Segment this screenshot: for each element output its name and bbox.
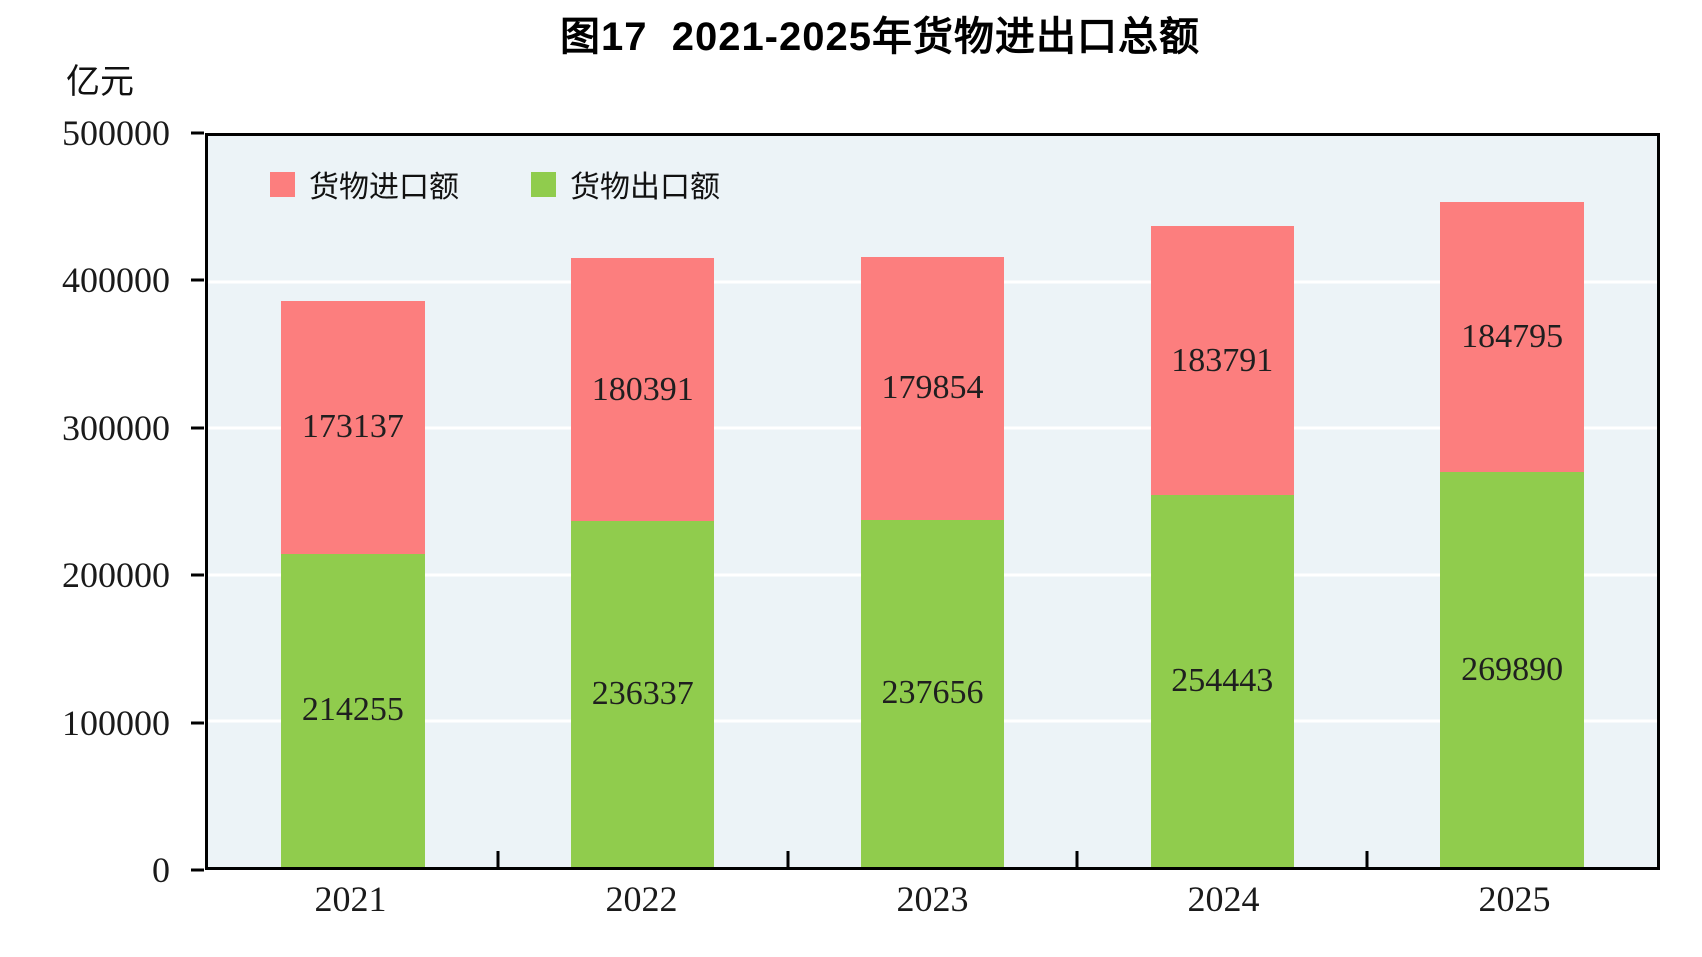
bar-segment: 214255 <box>281 553 425 867</box>
y-tick-mark <box>191 868 204 872</box>
bars-container: 173137 214255 180391 236337 179854 237656 1837… <box>208 136 1657 867</box>
y-tick-mark <box>191 573 204 577</box>
legend-label: 货物进口额 <box>309 171 459 204</box>
y-tick-label: 300000 <box>62 407 170 448</box>
legend-swatch <box>531 171 556 197</box>
category-2024: 183791 254443 <box>1077 136 1367 867</box>
category-2025: 184795 269890 <box>1367 136 1657 867</box>
y-axis-unit-label: 亿元 <box>66 63 134 101</box>
y-axis: 0 100000 200000 300000 400000 500000 <box>0 113 205 890</box>
x-tick-mark <box>786 851 790 867</box>
bar-segment: 180391 <box>570 257 715 522</box>
x-axis-labels: 2021 2022 2023 2024 2025 <box>205 878 1660 920</box>
y-tick-label: 500000 <box>62 113 170 153</box>
bar-value-label: 184795 <box>1461 318 1564 356</box>
bar-segment: 269890 <box>1440 472 1584 867</box>
bar-value-label: 173137 <box>301 408 404 446</box>
bar-segment: 179854 <box>860 256 1005 520</box>
y-tick-mark <box>191 278 204 282</box>
stacked-bar-2023: 179854 237656 <box>860 136 1005 867</box>
x-tick-mark <box>496 851 500 867</box>
bar-value-label: 237656 <box>881 674 984 712</box>
bar-segment: 184795 <box>1440 202 1584 473</box>
x-tick-label: 2025 <box>1478 879 1551 919</box>
x-tick-label: 2022 <box>605 879 678 919</box>
stacked-bar-2025: 184795 269890 <box>1440 136 1584 867</box>
y-tick-mark <box>191 131 204 135</box>
bar-value-label: 269890 <box>1461 650 1564 688</box>
category-2021: 173137 214255 <box>208 136 498 867</box>
bar-segment: 236337 <box>570 521 715 867</box>
y-tick-label: 100000 <box>62 702 170 743</box>
y-tick-label: 200000 <box>62 555 170 596</box>
bar-value-label: 179854 <box>881 369 984 407</box>
x-tick-label: 2024 <box>1187 879 1260 919</box>
legend-item: 货物进口额 <box>270 162 459 206</box>
bar-value-label: 214255 <box>301 691 404 729</box>
legend: 货物进口额 货物出口额 <box>270 162 720 206</box>
bar-value-label: 180391 <box>591 370 694 408</box>
category-2023: 179854 237656 <box>788 136 1078 867</box>
chart-title: 图17 2021-2025年货物进出口总额 <box>559 15 1200 59</box>
y-tick-label: 400000 <box>62 260 170 301</box>
bar-segment: 237656 <box>860 519 1005 867</box>
y-tick-mark <box>191 721 204 725</box>
x-tick-label: 2023 <box>896 879 969 919</box>
legend-item: 货物出口额 <box>531 162 720 206</box>
stacked-bar-2021: 173137 214255 <box>281 136 425 867</box>
bar-value-label: 254443 <box>1171 662 1274 699</box>
legend-swatch <box>270 171 295 197</box>
bar-segment: 254443 <box>1150 495 1294 867</box>
bar-value-label: 183791 <box>1171 341 1274 379</box>
y-tick-label: 0 <box>152 850 170 890</box>
plot-area: 173137 214255 180391 236337 179854 237656 1837… <box>205 133 1660 870</box>
legend-label: 货物出口额 <box>570 171 720 204</box>
bar-segment: 173137 <box>281 300 425 554</box>
x-tick-mark <box>1365 851 1369 867</box>
bar-value-label: 236337 <box>591 675 694 713</box>
x-tick-label: 2021 <box>314 879 387 919</box>
x-tick-mark <box>1075 851 1079 867</box>
y-tick-mark <box>191 426 204 430</box>
category-2022: 180391 236337 <box>498 136 788 867</box>
stacked-bar-2022: 180391 236337 <box>570 136 715 867</box>
bar-segment: 183791 <box>1150 226 1294 496</box>
stacked-bar-2024: 183791 254443 <box>1150 136 1294 867</box>
